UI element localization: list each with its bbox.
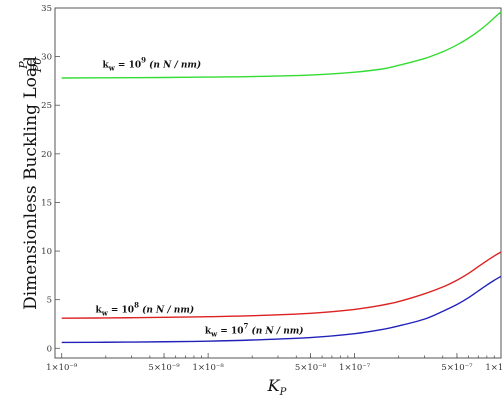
y-tick-label: 0: [47, 344, 52, 354]
series-lines: [61, 11, 502, 344]
x-tick-label: 5×10⁻⁸: [295, 363, 327, 373]
y-axis: 0 5 10 15 20 25 30 35: [41, 4, 60, 354]
x-tick-label: 1×10⁻⁸: [193, 363, 225, 373]
y-tick-label: 25: [41, 101, 52, 111]
y-axis-fraction-numerator: P: [17, 61, 30, 70]
series-labels: kw = 109 (n N / nm) kw = 108 (n N / nm) kw…: [95, 55, 303, 338]
y-tick-label: 35: [41, 4, 52, 14]
svg-text:Dimensionless Buckling Load: Dimensionless Buckling Load: [21, 56, 41, 310]
y-tick-label: 30: [41, 53, 52, 63]
y-tick-label: 5: [47, 296, 52, 306]
series-label-2: kw = 108 (n N / nm): [95, 300, 194, 317]
x-tick-label: 1×10⁻⁷: [339, 363, 371, 373]
y-axis-fraction-denominator: P0: [31, 58, 44, 73]
x-axis: 1×10⁻⁹ 5×10⁻⁹ 1×10⁻⁸ 5×10⁻⁸ 1×10⁻⁷ 5×10⁻⁷ 1×10…: [46, 353, 503, 373]
y-tick-label: 15: [41, 198, 52, 208]
series-line-1: [61, 11, 502, 79]
series-line-2: [61, 251, 502, 319]
x-tick-label: 5×10⁻⁷: [441, 363, 473, 373]
y-axis-title: Dimensionless Buckling Load P P0: [17, 56, 44, 310]
y-tick-label: 20: [41, 150, 52, 160]
series-label-3: kw = 107 (n N / nm): [205, 322, 304, 339]
x-axis-title: KP: [267, 376, 287, 398]
x-tick-label: 1×10⁻⁶: [485, 363, 503, 373]
y-tick-label: 10: [41, 247, 52, 257]
y-axis-title-text: Dimensionless Buckling Load: [21, 56, 41, 310]
y-axis-fraction: P P0: [17, 58, 44, 73]
series-line-3: [61, 275, 502, 344]
x-tick-label: 5×10⁻⁹: [148, 363, 180, 373]
x-tick-label: 1×10⁻⁹: [46, 363, 78, 373]
series-label-1: kw = 109 (n N / nm): [103, 55, 202, 72]
